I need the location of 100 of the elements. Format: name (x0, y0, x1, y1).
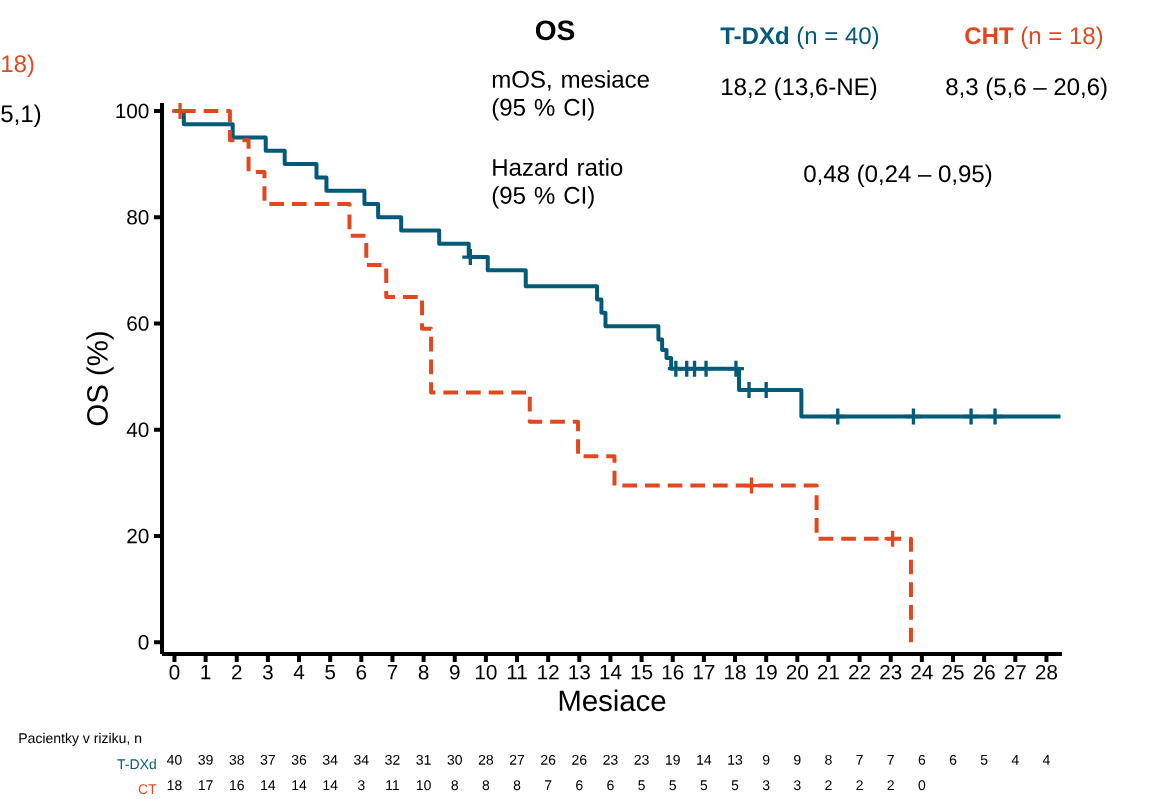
text: 14 (261, 780, 276, 790)
text: 5 (731, 780, 739, 791)
text: 3 (762, 780, 770, 791)
text: 4 (1011, 755, 1019, 765)
text: 34 (354, 754, 369, 765)
text: 13 (728, 754, 743, 765)
x-tick-label: 24 (911, 664, 933, 680)
text: 3 (357, 780, 365, 791)
text: 3 (793, 780, 801, 791)
text: 19 (666, 754, 680, 765)
text: 11 (386, 780, 400, 790)
x-tick-label: 4 (293, 664, 305, 680)
text: 6 (949, 754, 957, 765)
text: 16 (230, 780, 244, 791)
text: 5 (700, 780, 708, 791)
y-tick-label: 100 (116, 103, 149, 119)
text: 7 (544, 780, 552, 790)
x-axis-title: Mesiace (559, 689, 666, 712)
x-tick-label: 22 (849, 664, 871, 680)
chart-title: OS (535, 20, 575, 41)
text: 5 (638, 780, 645, 791)
text: T-DXd (117, 758, 156, 770)
x-tick-label: 13 (569, 664, 590, 680)
text: 6 (576, 780, 583, 791)
x-tick-label: 23 (880, 664, 902, 680)
y-tick-label: 60 (127, 316, 149, 331)
text: 37 (260, 754, 275, 765)
text: Pacientky v riziku, n (19, 732, 142, 746)
text: 18,2 (13,6-NE) (722, 77, 877, 100)
text: 5 (669, 780, 677, 791)
x-tick-label: 19 (756, 664, 777, 680)
x-tick-label: 25 (942, 664, 964, 680)
text: 36 (291, 754, 307, 765)
text: CT (138, 784, 157, 795)
text: 38 (229, 754, 244, 765)
text: 9 (762, 754, 770, 765)
y-tick-label: 40 (126, 422, 149, 438)
text: 14 (323, 780, 338, 790)
x-tick-label: 1 (201, 664, 211, 680)
x-tick-label: 7 (387, 664, 398, 680)
text: 7 (887, 755, 894, 765)
text: 7 (856, 755, 863, 765)
x-tick-label: 17 (693, 664, 715, 680)
annotation: mOS, mesiace (95 % CI) (492, 70, 649, 121)
y-tick-label: 20 (127, 528, 149, 544)
text: 14 (292, 780, 307, 790)
text: 0 (918, 780, 926, 791)
text: 14 (697, 755, 712, 765)
text: 8,3 (5,6 – 20,6) (946, 77, 1107, 100)
x-tick-label: 20 (786, 664, 808, 680)
annotation: Hazard ratio (95 % CI) (492, 158, 623, 209)
x-tick-label: 6 (356, 664, 367, 680)
text: 26 (541, 754, 556, 765)
text: 6 (918, 754, 926, 765)
text: 2 (825, 780, 832, 790)
x-tick-label: 27 (1004, 664, 1026, 680)
x-tick-label: 2 (232, 664, 242, 680)
text: 18 (167, 780, 182, 791)
y-tick-label: 80 (127, 209, 149, 225)
y-tick-label: 0 (138, 634, 149, 650)
annotation: 0,48 (0,24 – 0,95) (804, 164, 992, 187)
text: 4 (1042, 755, 1050, 765)
text: 28 (478, 754, 494, 765)
x-tick-label: 26 (973, 664, 995, 680)
x-tick-label: 14 (600, 664, 622, 680)
text: 8 (825, 754, 832, 765)
text: 10 (416, 780, 431, 791)
text: 17 (198, 780, 213, 790)
text: 18) (2, 54, 34, 77)
text: 30 (447, 754, 462, 765)
x-tick-label: 18 (725, 664, 746, 680)
text: 8 (451, 780, 459, 791)
text: 39 (198, 754, 213, 765)
x-tick-label: 28 (1035, 664, 1058, 680)
text: T-DXd (n = 40) (720, 26, 879, 49)
text: 31 (416, 754, 431, 765)
text: 32 (385, 754, 400, 765)
text: 2 (887, 780, 894, 790)
text: 34 (322, 754, 338, 765)
text: 2 (856, 780, 863, 790)
x-tick-label: 3 (262, 664, 273, 680)
x-tick-label: 11 (507, 664, 527, 680)
x-tick-label: 15 (631, 664, 653, 680)
text: 5 (980, 755, 988, 765)
text: 27 (509, 754, 525, 765)
x-tick-label: 0 (169, 664, 180, 680)
text: 8 (513, 780, 521, 791)
x-tick-label: 21 (818, 664, 839, 680)
x-tick-label: 8 (418, 664, 429, 680)
x-tick-label: 12 (538, 664, 559, 680)
text: 5,1) (1, 104, 41, 127)
text: 23 (603, 754, 618, 765)
x-tick-label: 10 (475, 664, 497, 680)
text: 8 (482, 780, 490, 791)
x-tick-label: 5 (325, 664, 336, 680)
x-tick-label: 9 (449, 664, 460, 680)
text: 6 (607, 780, 614, 791)
text: 40 (166, 754, 182, 765)
x-tick-label: 16 (662, 664, 684, 680)
text: 23 (634, 754, 649, 765)
